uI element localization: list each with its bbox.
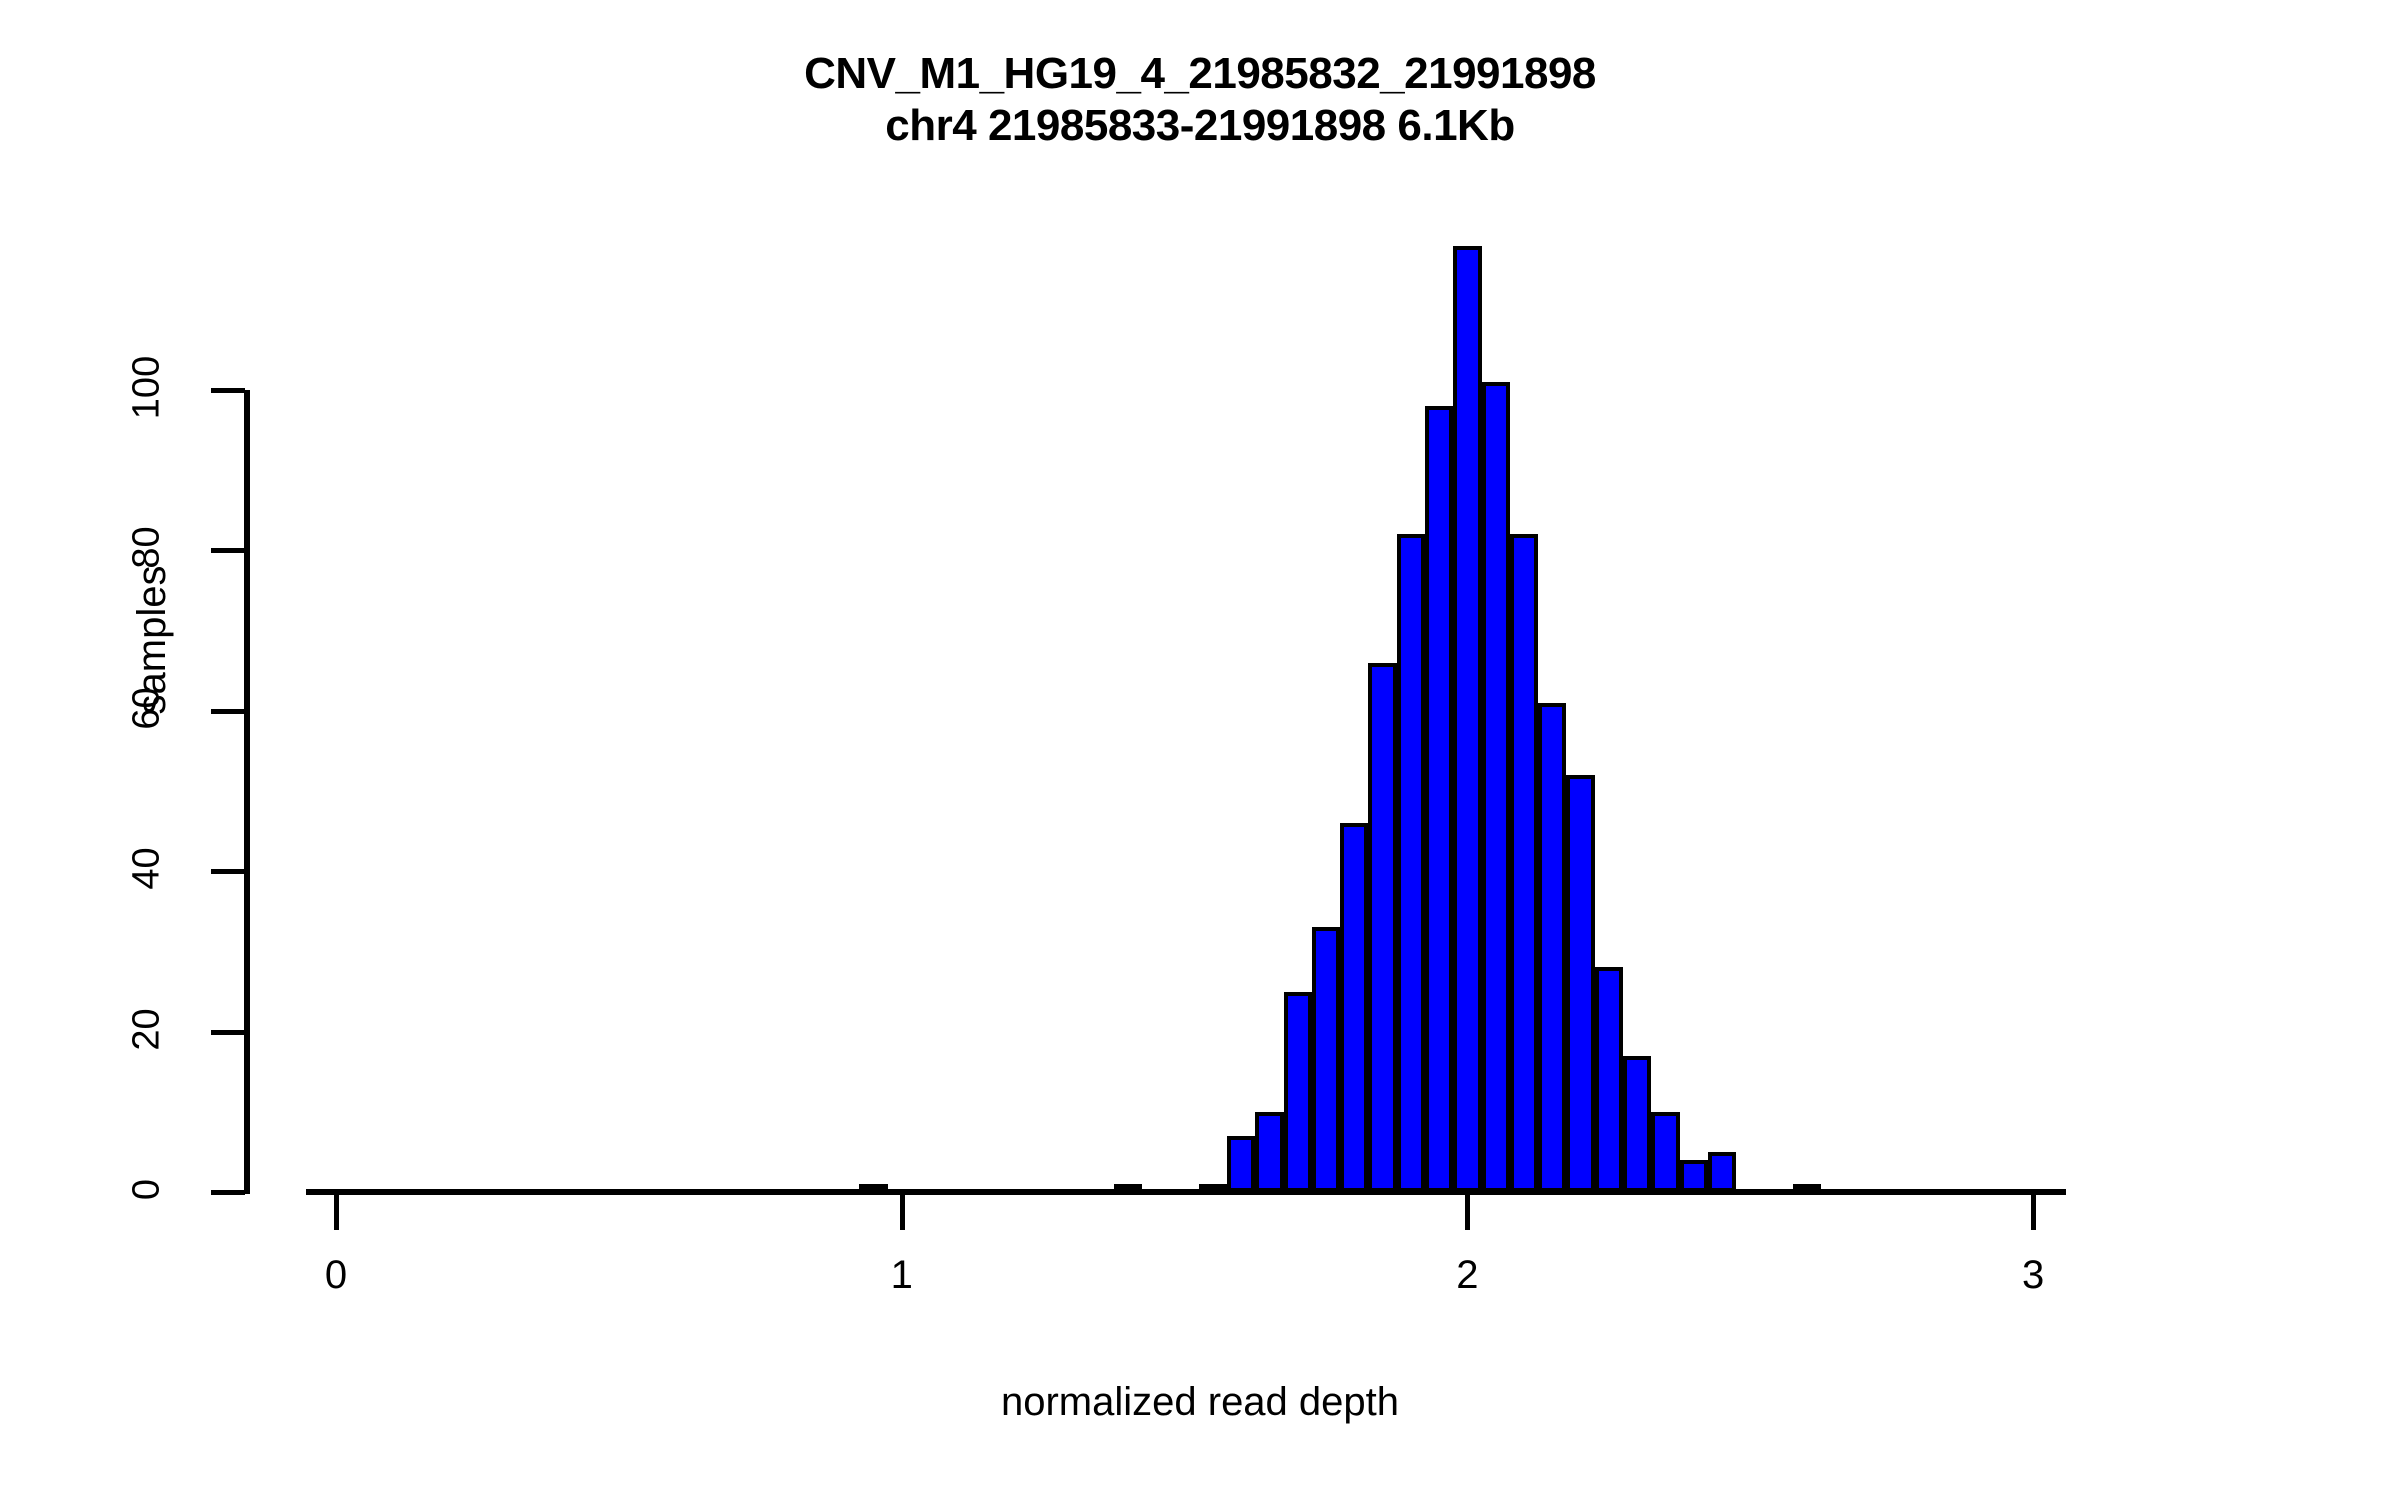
y-axis-tick [211,1190,245,1195]
x-axis-tick [1465,1194,1471,1230]
histogram-bar [1509,534,1539,1192]
histogram-bar [1226,1135,1256,1192]
histogram-bar [1538,702,1567,1192]
x-axis-tick [2031,1194,2037,1230]
histogram-bar [1283,991,1312,1192]
histogram-bar [1113,1183,1143,1192]
x-axis-tick-label: 3 [2021,1253,2045,1297]
histogram-bar [1707,1151,1737,1192]
histogram-bar [1594,967,1623,1192]
x-axis-tick [334,1194,339,1230]
y-axis-line [244,390,250,1194]
histogram-bar [1424,406,1454,1192]
histogram-bar [1792,1183,1821,1192]
histogram-bar [1198,1183,1227,1192]
y-axis-tick [211,1029,245,1035]
histogram-bar [1396,534,1425,1192]
x-axis-line [306,1189,2066,1195]
histogram-bar [1340,823,1369,1192]
y-axis-label: samples [130,565,174,715]
y-axis-tick [211,708,245,714]
chart-title-line-2: chr4 21985833-21991898 6.1Kb [885,100,1515,150]
histogram-bar [1679,1159,1708,1192]
x-axis-label: normalized read depth [1000,1380,1400,1424]
chart-title-line-1: CNV_M1_HG19_4_21985832_21991898 [804,49,1596,98]
x-axis-tick-label: 2 [1456,1253,1479,1297]
y-axis-tick [211,388,245,393]
x-axis-tick-label: 1 [890,1253,913,1297]
y-axis-tick [211,869,245,875]
histogram-bar [1481,381,1510,1192]
histogram-bar [1566,774,1595,1192]
histogram-bar [1255,1111,1284,1192]
histogram-bar [1311,927,1341,1192]
chart-title: CNV_M1_HG19_4_21985832_21991898 chr4 219… [0,48,2400,152]
x-axis-tick [899,1194,905,1230]
histogram-bar [859,1183,888,1192]
histogram-bar [1453,245,1482,1192]
histogram-bar [1622,1055,1652,1192]
x-axis-tick-label: 0 [324,1253,348,1297]
histogram-bar [1368,662,1397,1192]
y-axis-tick [211,548,245,554]
histogram-bar [1651,1111,1680,1192]
